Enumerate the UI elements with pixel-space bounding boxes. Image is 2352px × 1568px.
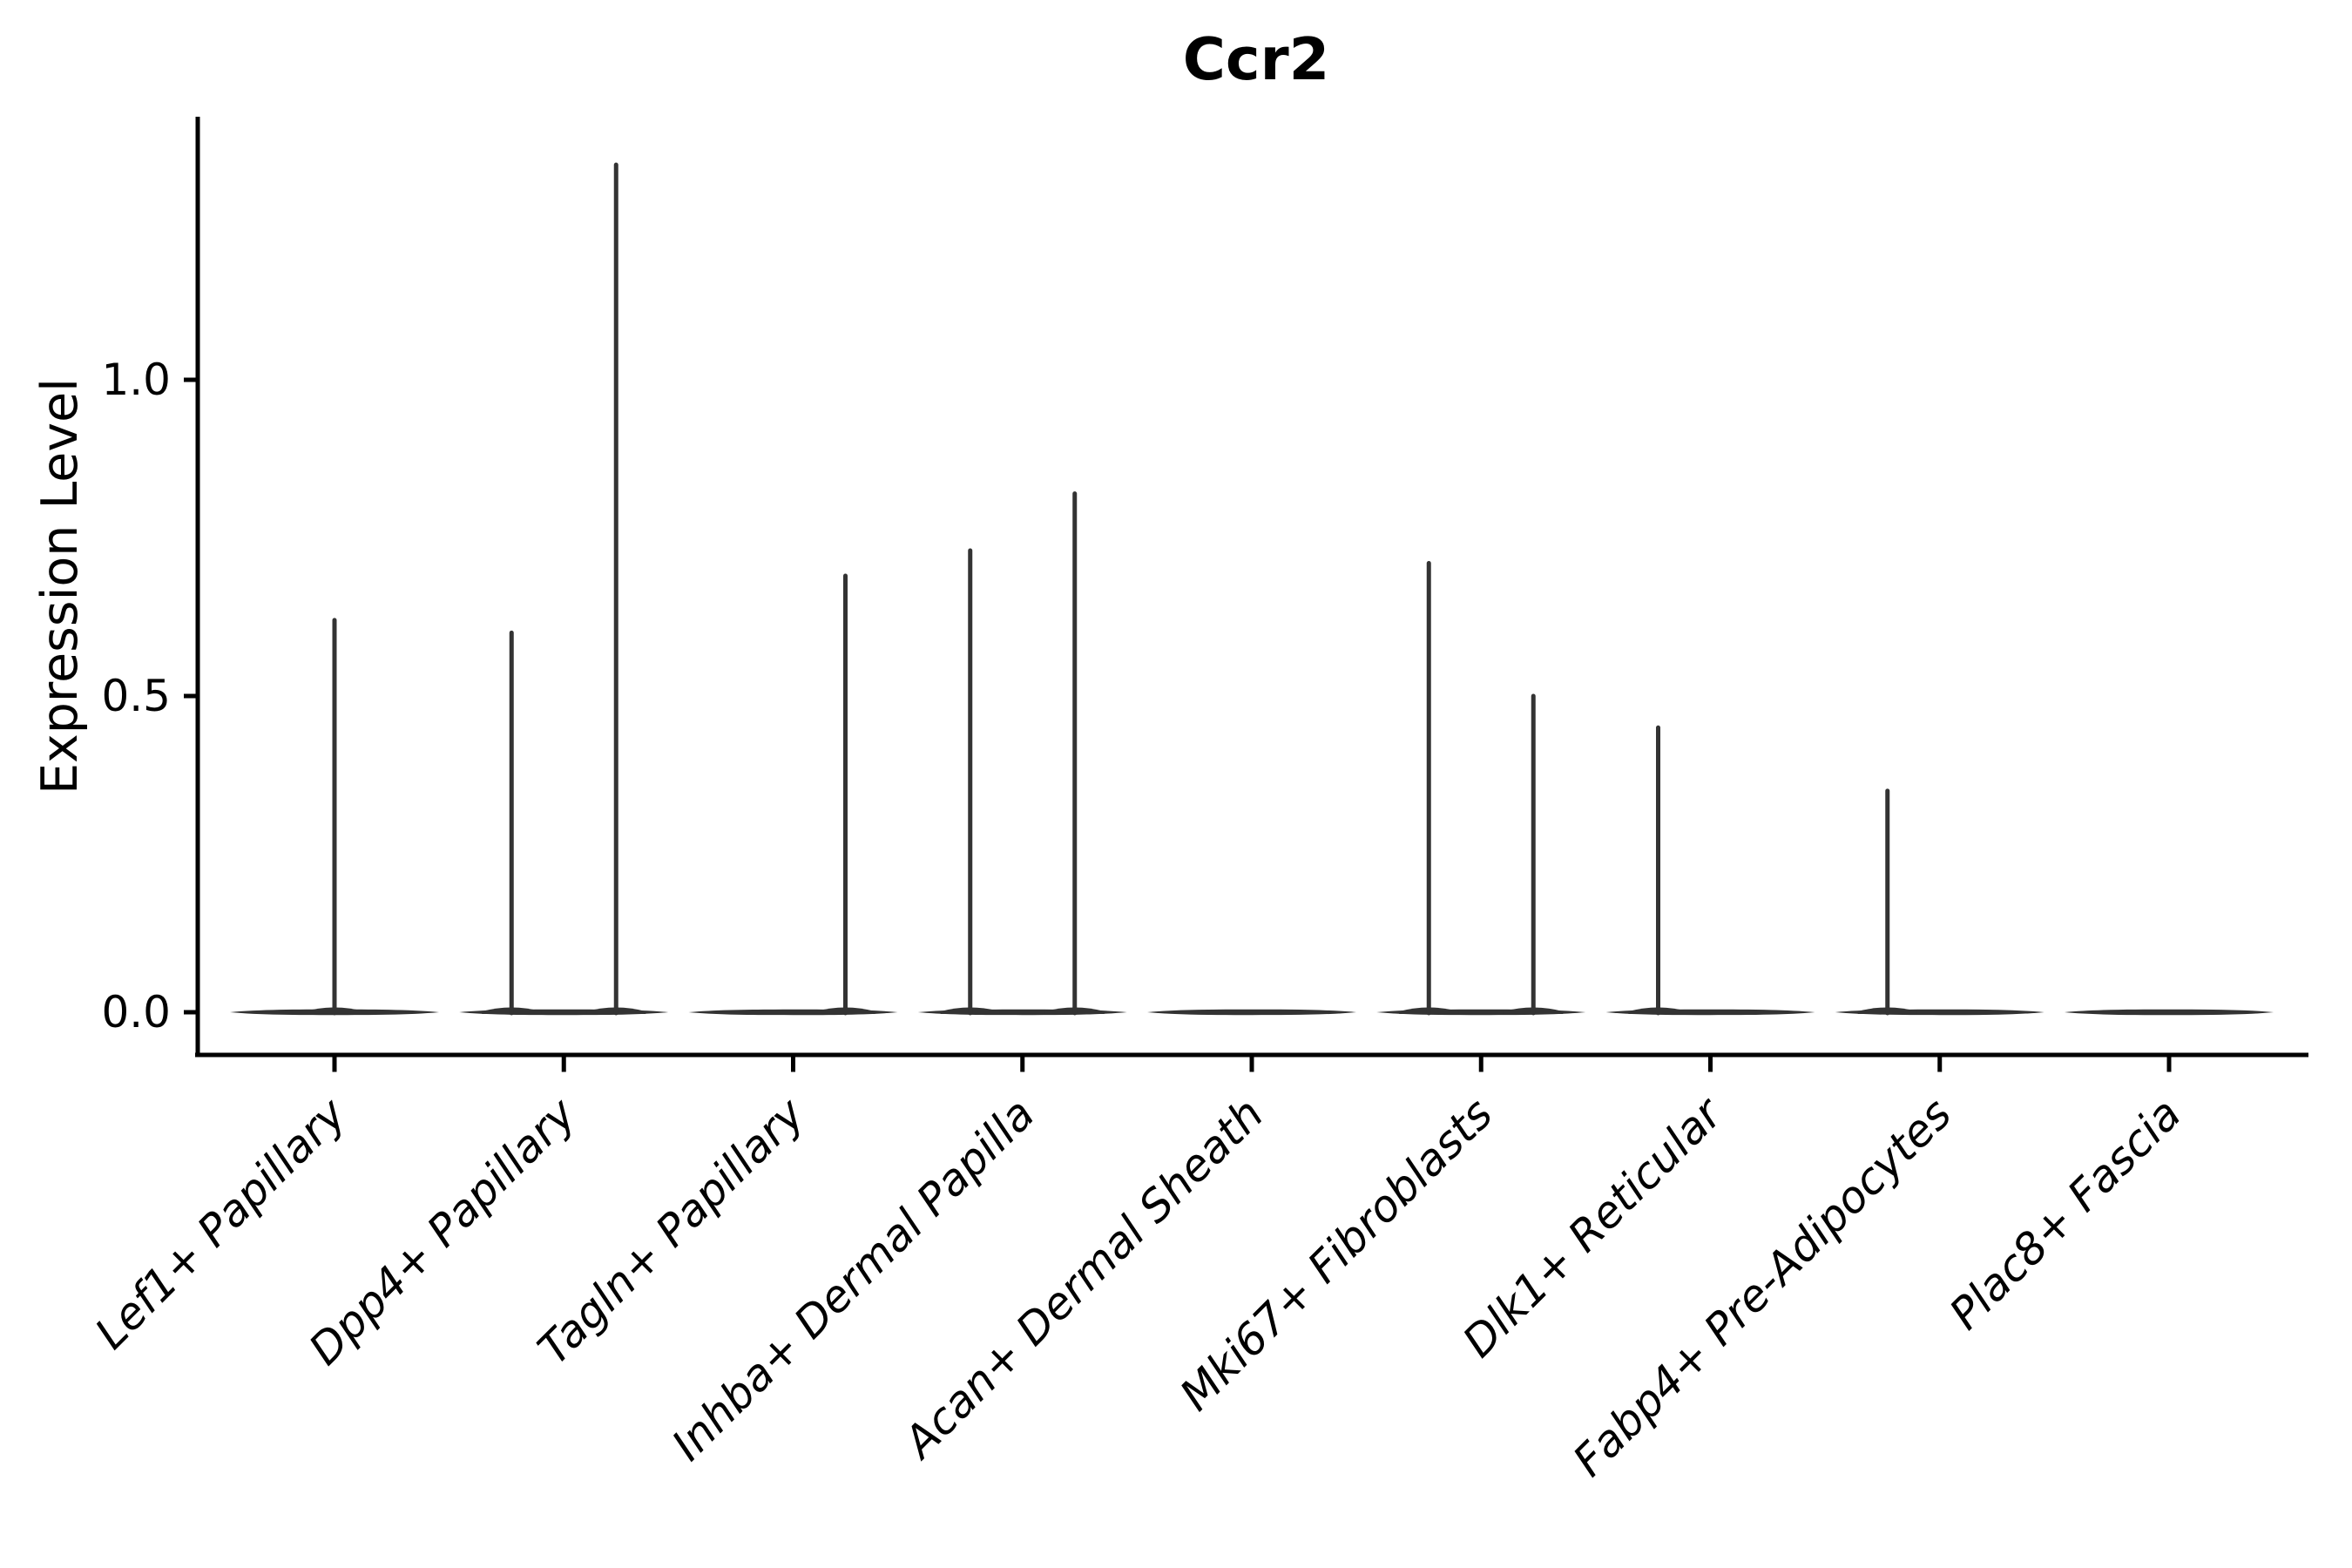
violin-body	[1147, 1009, 1356, 1016]
y-tick-label: 0.0	[101, 987, 171, 1037]
y-tick-label: 0.5	[101, 671, 171, 721]
violin-body	[2065, 1009, 2274, 1016]
page-title: Ccr2	[1182, 25, 1330, 93]
y-tick-label: 1.0	[101, 355, 171, 405]
